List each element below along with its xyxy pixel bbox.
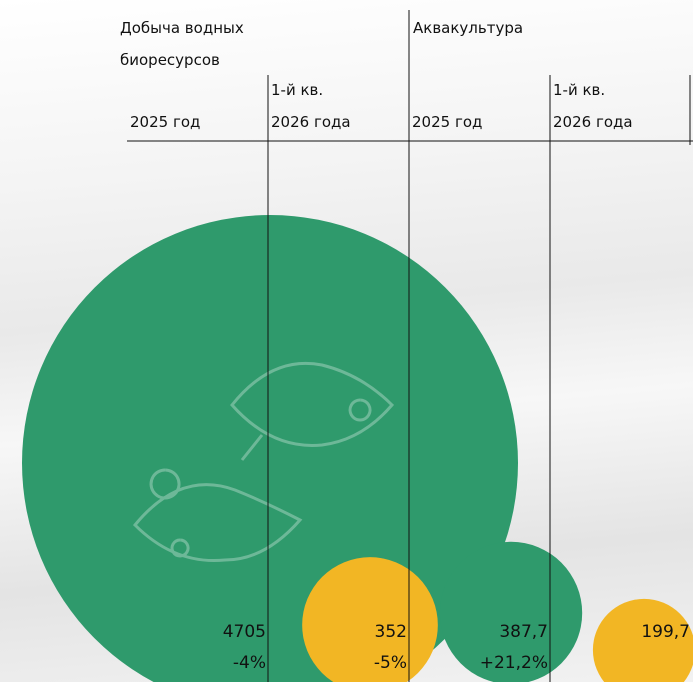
change-label: -5% xyxy=(373,653,407,673)
column-label: 1-й кв. 2026 года xyxy=(553,81,633,131)
change-label: +21,2% xyxy=(479,653,548,673)
bubble xyxy=(302,557,438,682)
fish-icon xyxy=(230,361,395,461)
value-label: 387,7 xyxy=(499,622,548,642)
column-label: 2025 год xyxy=(412,113,483,131)
fish-icon xyxy=(132,468,303,563)
group-title: Добыча водных биоресурсов xyxy=(120,19,244,69)
bubble xyxy=(592,598,693,682)
fish-icons xyxy=(132,361,395,563)
bubble xyxy=(439,541,583,682)
value-label: 199,7 xyxy=(641,622,690,642)
value-label: 4705 xyxy=(222,622,266,642)
change-label: -4% xyxy=(232,653,266,673)
column-label: 1-й кв. 2026 года xyxy=(271,81,351,131)
value-label: 352 xyxy=(374,622,407,642)
group-title: Аквакультура xyxy=(413,19,524,37)
column-label: 2025 год xyxy=(130,113,201,131)
